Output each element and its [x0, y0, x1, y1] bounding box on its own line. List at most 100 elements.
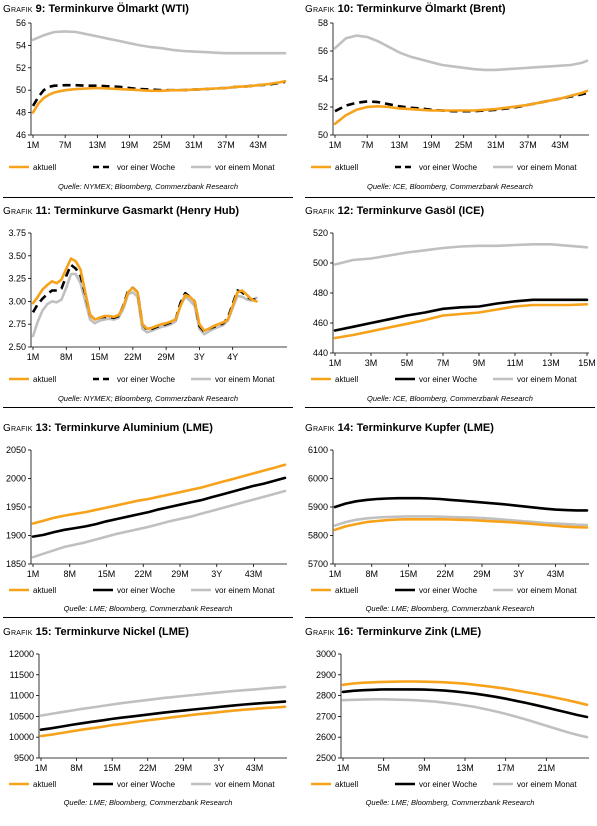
y-tick-label: 2.50	[8, 342, 26, 352]
chart-title: Grafik 14: Terminkurve Kupfer (LME)	[305, 422, 494, 434]
legend-label: aktuell	[335, 375, 358, 384]
line-chart: 9500 10000 10500 11000 11500 12000 1M 8M 15M 22M 2…	[9, 649, 287, 789]
line-chart: 50 52 54 56 58 1M 7M 13M 19M 25M 31M 37M 43M aktuell v…	[311, 18, 589, 172]
series-line	[39, 700, 287, 731]
x-tick-label: 9M	[418, 763, 431, 773]
x-tick-label: 29M	[171, 569, 189, 579]
y-tick-label: 3.75	[8, 228, 26, 238]
legend-label: vor einem Monat	[517, 586, 577, 595]
y-tick-label: 52	[16, 63, 26, 73]
x-tick-label: 15M	[578, 358, 596, 368]
y-tick-label: 2800	[316, 691, 336, 701]
x-tick-label: 37M	[217, 140, 235, 150]
series-line	[31, 257, 258, 332]
chart-title: Grafik 16: Terminkurve Zink (LME)	[305, 626, 482, 638]
x-tick-label: 3Y	[213, 763, 224, 773]
legend-label: vor einer Woche	[117, 586, 176, 595]
y-tick-label: 5700	[308, 559, 328, 569]
legend-label: aktuell	[33, 375, 56, 384]
y-tick-label: 52	[318, 102, 328, 112]
y-tick-label: 2000	[6, 474, 26, 484]
x-tick-label: 1M	[329, 569, 342, 579]
x-tick-label: 22M	[124, 352, 142, 362]
x-tick-label: 13M	[456, 763, 474, 773]
y-tick-label: 56	[318, 46, 328, 56]
x-tick-label: 37M	[519, 140, 537, 150]
series-line	[334, 91, 588, 113]
x-tick-label: 15M	[91, 352, 109, 362]
series-line	[39, 685, 287, 717]
x-tick-label: 8M	[365, 569, 378, 579]
legend-label: aktuell	[33, 780, 56, 789]
legend-label: vor einer Woche	[117, 163, 176, 172]
legend-label: aktuell	[33, 586, 56, 595]
series-line	[341, 688, 589, 719]
chart-source: Quelle: LME; Bloomberg, Commerzbank Rese…	[63, 604, 233, 613]
series-line	[333, 496, 589, 512]
x-tick-label: 3Y	[211, 569, 222, 579]
x-tick-label: 3Y	[194, 352, 205, 362]
x-tick-label: 1M	[35, 763, 48, 773]
x-tick-label: 13M	[542, 358, 560, 368]
y-tick-label: 5900	[308, 502, 328, 512]
x-tick-label: 22M	[139, 763, 157, 773]
x-tick-label: 5M	[377, 763, 390, 773]
chart-panel-14: Grafik 14: Terminkurve Kupfer (LME) 5700…	[305, 422, 595, 622]
chart-source: Quelle: ICE, Bloomberg, Commerzbank Rese…	[367, 182, 533, 191]
y-tick-label: 54	[318, 74, 328, 84]
chart-panel-11: Grafik 11: Terminkurve Gasmarkt (Henry H…	[3, 205, 293, 405]
chart-panel-9: Grafik 9: Terminkurve Ölmarkt (WTI) 46 48…	[3, 3, 293, 203]
series-line	[31, 476, 287, 538]
x-tick-label: 1M	[329, 140, 342, 150]
x-tick-label: 25M	[455, 140, 473, 150]
line-chart: 2500 2600 2700 2800 2900 3000 1M 5M 9M 13M 17M 21M a…	[311, 649, 589, 789]
legend-label: vor einem Monat	[215, 780, 275, 789]
chart-source: Quelle: NYMEX; Bloomberg, Commerzbank Re…	[57, 182, 239, 191]
line-chart: 5700 5800 5900 6000 6100 1M 8M 15M 22M 29M 3Y 43M ak…	[308, 445, 589, 595]
chart-panel-15: Grafik 15: Terminkurve Nickel (LME) 9500…	[3, 626, 293, 826]
x-tick-label: 9M	[473, 358, 486, 368]
y-tick-label: 3.50	[8, 251, 26, 261]
x-tick-label: 15M	[103, 763, 121, 773]
chart-source: Quelle: LME; Bloomberg, Commerzbank Rese…	[365, 798, 535, 807]
line-chart: 46 48 50 52 54 56 1M 7M 13M 19M 25M 31M 37M 43M aktuel…	[9, 18, 287, 172]
chart-panel-10: Grafik 10: Terminkurve Ölmarkt (Brent) 5…	[305, 3, 595, 203]
legend-label: vor einer Woche	[419, 375, 478, 384]
x-tick-label: 31M	[487, 140, 505, 150]
x-tick-label: 1M	[27, 140, 40, 150]
legend-label: aktuell	[335, 586, 358, 595]
legend-label: vor einem Monat	[215, 375, 275, 384]
x-tick-label: 5M	[401, 358, 414, 368]
y-tick-label: 50	[318, 130, 328, 140]
y-tick-label: 3.00	[8, 296, 26, 306]
chart-title: Grafik 11: Terminkurve Gasmarkt (Henry H…	[3, 205, 240, 217]
y-tick-label: 6000	[308, 474, 328, 484]
x-tick-label: 29M	[157, 352, 175, 362]
x-tick-label: 13M	[391, 140, 409, 150]
legend-label: vor einem Monat	[215, 586, 275, 595]
x-tick-label: 22M	[134, 569, 152, 579]
x-tick-label: 29M	[175, 763, 193, 773]
divider	[3, 197, 293, 198]
x-tick-label: 3M	[365, 358, 378, 368]
legend-label: vor einer Woche	[419, 780, 478, 789]
x-tick-label: 11M	[507, 358, 524, 368]
x-tick-label: 17M	[497, 763, 515, 773]
x-tick-label: 13M	[89, 140, 107, 150]
y-tick-label: 12000	[9, 649, 34, 659]
series-line	[333, 298, 589, 332]
legend-label: vor einer Woche	[117, 780, 176, 789]
legend-label: vor einem Monat	[517, 163, 577, 172]
series-line	[333, 34, 589, 72]
y-tick-label: 460	[313, 318, 328, 328]
x-tick-label: 43M	[245, 569, 263, 579]
y-tick-label: 5800	[308, 531, 328, 541]
x-tick-label: 43M	[246, 763, 264, 773]
legend-label: vor einer Woche	[117, 375, 176, 384]
x-tick-label: 3Y	[513, 569, 524, 579]
x-tick-label: 1M	[337, 763, 350, 773]
chart-source: Quelle: LME; Bloomberg, Commerzbank Rese…	[365, 604, 535, 613]
y-tick-label: 2900	[316, 670, 336, 680]
y-tick-label: 440	[313, 348, 328, 358]
y-tick-label: 56	[16, 18, 26, 28]
